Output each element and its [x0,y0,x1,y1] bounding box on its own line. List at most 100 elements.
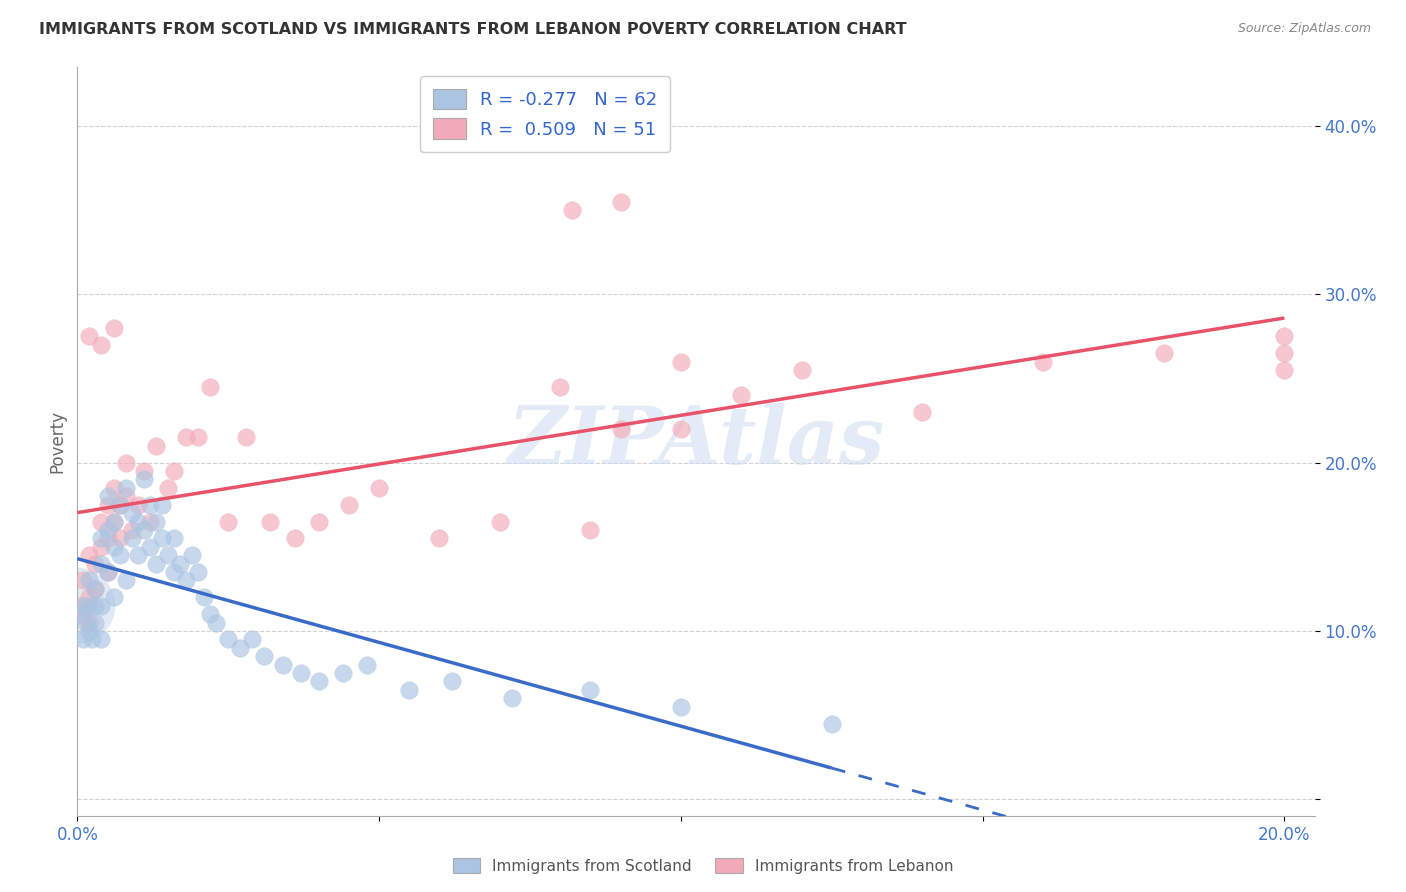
Point [79,591,101,605]
Point [240,632,263,647]
Point [181,548,204,562]
Point [103,591,125,605]
Point [488,515,510,529]
Point [82,632,104,647]
Point [609,194,631,209]
Point [90,599,112,613]
Text: ZIPAtlas: ZIPAtlas [508,403,884,480]
Point [669,422,692,436]
Point [217,632,239,647]
Point [103,515,125,529]
Point [429,532,451,546]
Point [108,532,131,546]
Point [103,481,125,495]
Point [96,532,118,546]
Point [669,699,692,714]
Point [139,515,162,529]
Point [579,523,602,537]
Point [108,548,131,562]
Point [174,430,197,444]
Point [90,532,112,546]
Legend: Immigrants from Scotland, Immigrants from Lebanon: Immigrants from Scotland, Immigrants fro… [447,852,959,880]
Point [356,657,378,672]
Point [84,599,107,613]
Point [127,515,149,529]
Point [145,557,167,571]
Point [332,666,354,681]
Point [290,666,312,681]
Point [103,540,125,554]
Point [96,565,118,579]
Point [84,615,107,630]
Point [561,202,583,217]
Point [205,615,228,630]
Point [163,532,186,546]
Point [730,388,752,402]
Point [1274,329,1296,343]
Point [72,574,94,588]
Point [114,456,136,470]
Point [548,380,571,394]
Point [79,615,101,630]
Point [127,548,149,562]
Point [66,599,89,613]
Point [90,540,112,554]
Point [72,607,94,621]
Point [193,591,215,605]
Point [579,682,602,697]
Point [139,540,162,554]
Point [187,565,209,579]
Point [96,523,118,537]
Point [79,624,101,638]
Point [72,632,94,647]
Point [84,557,107,571]
Point [103,321,125,335]
Point [79,574,101,588]
Point [609,422,631,436]
Point [79,548,101,562]
Point [308,674,330,689]
Point [1274,346,1296,360]
Point [284,532,307,546]
Point [69,607,91,621]
Point [198,380,221,394]
Point [271,657,294,672]
Point [132,472,155,486]
Point [229,640,252,655]
Y-axis label: Poverty: Poverty [48,410,66,473]
Point [79,329,101,343]
Point [69,599,91,613]
Point [174,574,197,588]
Point [669,354,692,368]
Point [501,691,523,706]
Point [121,532,143,546]
Point [108,498,131,512]
Point [398,682,420,697]
Point [132,523,155,537]
Point [911,405,934,419]
Point [114,489,136,503]
Point [72,599,94,613]
Point [821,716,844,731]
Text: Source: ZipAtlas.com: Source: ZipAtlas.com [1237,22,1371,36]
Legend: R = -0.277   N = 62, R =  0.509   N = 51: R = -0.277 N = 62, R = 0.509 N = 51 [420,76,669,152]
Point [84,582,107,596]
Point [1032,354,1054,368]
Point [253,649,276,664]
Point [259,515,281,529]
Point [132,464,155,478]
Point [156,548,179,562]
Point [440,674,463,689]
Point [198,607,221,621]
Point [103,515,125,529]
Point [150,498,173,512]
Point [96,498,118,512]
Point [169,557,191,571]
Point [217,515,239,529]
Point [96,565,118,579]
Point [90,337,112,351]
Point [145,515,167,529]
Point [337,498,360,512]
Point [1153,346,1175,360]
Point [368,481,391,495]
